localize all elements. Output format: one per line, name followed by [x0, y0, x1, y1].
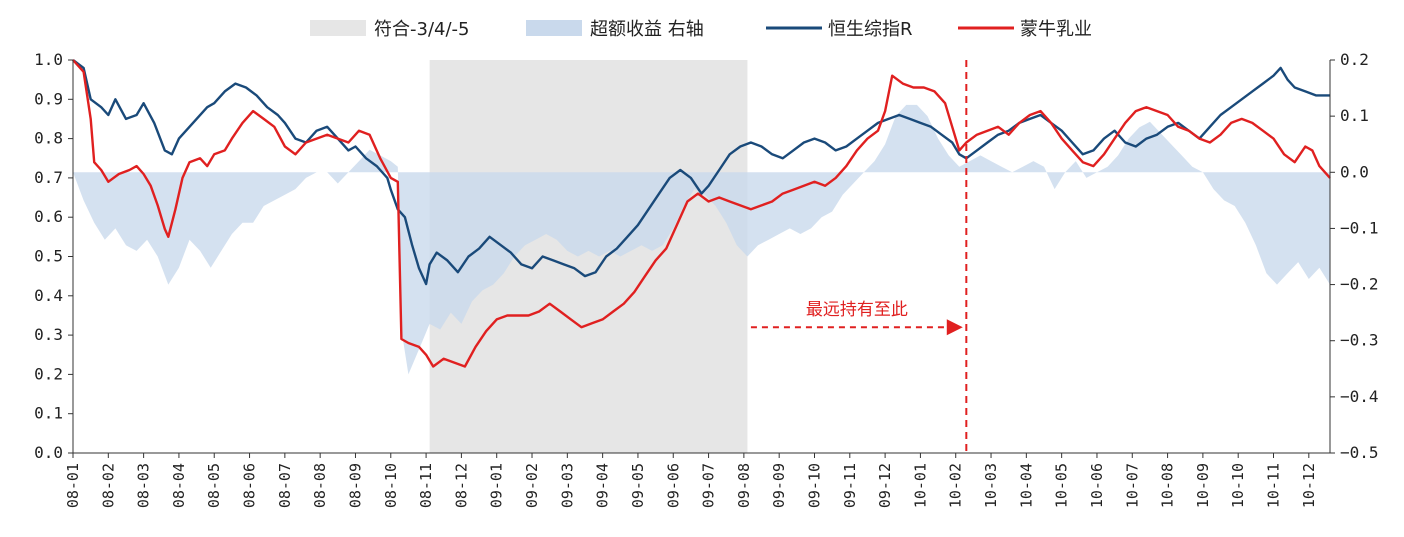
x-tick-label: 08-04: [170, 463, 188, 508]
x-tick-label: 10-12: [1300, 463, 1318, 508]
legend-label-excess: 超额收益 右轴: [590, 19, 704, 40]
x-tick-label: 09-09: [770, 463, 788, 508]
x-tick-label: 10-07: [1123, 463, 1141, 508]
x-tick-label: 09-05: [629, 463, 647, 508]
x-tick-label: 10-09: [1194, 463, 1212, 508]
y-right-tick-label: −0.2: [1340, 275, 1379, 294]
x-tick-label: 09-02: [523, 463, 541, 508]
x-tick-label: 09-03: [558, 463, 576, 508]
y-right-tick-label: 0.0: [1340, 162, 1369, 181]
x-tick-label: 08-08: [311, 463, 329, 508]
x-tick-label: 08-03: [135, 463, 153, 508]
x-tick-label: 10-02: [947, 463, 965, 508]
x-tick-label: 09-04: [594, 463, 612, 508]
legend-label-shade: 符合-3/4/-5: [374, 19, 469, 40]
series-line-hsi: [72, 59, 1330, 286]
y-right-tick-label: −0.1: [1340, 218, 1379, 237]
annotation-label: 最远持有至此: [806, 300, 908, 320]
x-tick-label: 09-07: [700, 463, 718, 508]
y-right-tick-label: −0.4: [1340, 387, 1379, 406]
x-tick-label: 10-11: [1265, 463, 1283, 508]
x-tick-label: 08-07: [276, 463, 294, 508]
y-left-tick-label: 0.6: [34, 207, 63, 226]
axes: 0.0 0.1 0.2 0.3 0.4 0.5 0.6 0.7 0.8 0.9 1.0 0.2 0.1 0…: [34, 50, 1378, 508]
y-left-tick-label: 0.1: [34, 404, 63, 423]
legend-label-mengniu: 蒙牛乳业: [1020, 19, 1092, 40]
x-tick-label: 09-10: [806, 463, 824, 508]
x-tick-label: 09-12: [876, 463, 894, 508]
x-tick-label: 08-01: [64, 463, 82, 508]
annotation-arrowhead: [946, 319, 963, 336]
x-tick-label: 10-03: [982, 463, 1000, 508]
x-tick-label: 10-10: [1229, 463, 1247, 508]
y-right-tick-label: 0.2: [1340, 50, 1369, 69]
x-tick-label: 10-06: [1088, 463, 1106, 508]
x-tick-label: 09-08: [735, 463, 753, 508]
plot-area: [72, 59, 1331, 453]
x-tick-label: 08-12: [452, 463, 470, 508]
x-tick-label: 08-09: [347, 463, 365, 508]
x-tick-label: 10-01: [911, 463, 929, 508]
y-left-tick-label: 1.0: [34, 50, 63, 69]
y-left-tick-label: 0.5: [34, 247, 63, 266]
x-tick-label: 09-06: [664, 463, 682, 508]
annotation: 最远持有至此: [750, 60, 968, 453]
y-left-tick-label: 0.8: [34, 129, 63, 148]
y-left-tick-label: 0.3: [34, 325, 63, 344]
legend: 符合-3/4/-5 超额收益 右轴 恒生综指R 蒙牛乳业: [310, 19, 1092, 40]
y-left-tick-label: 0.7: [34, 168, 63, 187]
x-tick-label: 10-08: [1159, 463, 1177, 508]
y-right-tick-label: −0.3: [1340, 331, 1379, 350]
series-line-mengniu: [72, 59, 1331, 368]
x-tick-label: 08-10: [382, 463, 400, 508]
x-tick-label: 10-04: [1017, 463, 1035, 508]
x-tick-label: 08-05: [205, 463, 223, 508]
x-tick-label: 10-05: [1053, 463, 1071, 508]
y-left-tick-label: 0.9: [34, 89, 63, 108]
x-tick-label: 09-01: [488, 463, 506, 508]
x-tick-label: 08-06: [241, 463, 259, 508]
x-tick-label: 09-11: [841, 463, 859, 508]
y-right-tick-label: 0.1: [1340, 106, 1369, 125]
legend-swatch-excess: [526, 20, 582, 36]
y-left-tick-label: 0.2: [34, 364, 63, 383]
y-right-tick-label: −0.5: [1340, 443, 1379, 462]
y-left-tick-label: 0.0: [34, 443, 63, 462]
legend-swatch-shade: [310, 20, 366, 36]
y-left-tick-label: 0.4: [34, 286, 63, 305]
x-tick-label: 08-02: [99, 463, 117, 508]
x-tick-label: 08-11: [417, 463, 435, 508]
legend-label-hsi: 恒生综指R: [828, 19, 913, 40]
